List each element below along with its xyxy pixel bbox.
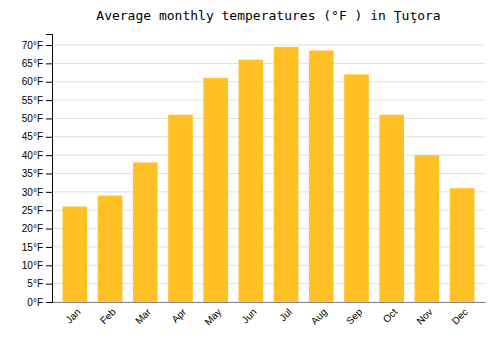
y-tick-label: 60°F — [22, 76, 43, 87]
plot-area: Jan Feb Mar Apr May Jun Jul Aug Sep Oct Nov Dec 0°F 5… — [22, 35, 486, 328]
title: Average monthly temperatures (°F ) in Ţu… — [96, 8, 440, 23]
y-tick-mark — [46, 100, 52, 101]
x-tick-label: Jul — [277, 306, 294, 323]
x-tick-label: Jan — [63, 306, 82, 325]
x-tick: Apr — [169, 302, 188, 325]
y-tick: 55°F — [22, 95, 52, 106]
bar — [239, 60, 264, 302]
x-tick-label: Feb — [98, 306, 118, 326]
x-tick: Sep — [344, 302, 365, 327]
x-tick: Aug — [309, 302, 329, 327]
y-tick: 5°F — [27, 278, 52, 289]
bar — [274, 47, 299, 302]
y-tick: 25°F — [22, 205, 52, 216]
x-tick-label: May — [202, 306, 223, 327]
y-tick-mark — [46, 137, 52, 138]
y-tick-label: 50°F — [22, 113, 43, 124]
grid-line — [52, 63, 485, 64]
bar — [203, 78, 228, 302]
y-tick-mark — [46, 63, 52, 64]
x-tick: Jun — [239, 302, 258, 325]
x-tick-label: Oct — [381, 306, 400, 325]
y-tick-label: 40°F — [22, 150, 43, 161]
x-tick: Nov — [414, 302, 434, 327]
y-tick-mark — [46, 210, 52, 211]
y-tick: 50°F — [22, 113, 52, 124]
x-tick-label: Dec — [450, 306, 470, 326]
x-tick: Oct — [381, 302, 400, 325]
y-tick: 0°F — [27, 297, 52, 308]
y-tick: 45°F — [22, 131, 52, 142]
y-tick-mark — [46, 118, 52, 119]
x-tick-label: Jun — [239, 306, 258, 325]
y-tick-label: 5°F — [27, 278, 43, 289]
y-tick-mark — [46, 174, 52, 175]
y-tick: 10°F — [22, 260, 52, 271]
y-tick: 20°F — [22, 223, 52, 234]
y-tick-label: 65°F — [22, 58, 43, 69]
y-tick-mark — [46, 302, 52, 303]
grid — [52, 45, 485, 302]
chart: Jan Feb Mar Apr May Jun Jul Aug Sep Oct Nov Dec 0°F 5… — [0, 0, 500, 350]
bars — [63, 47, 475, 302]
y-axis-line — [46, 35, 53, 303]
grid-line — [52, 45, 485, 46]
bar — [379, 115, 404, 302]
x-tick: Dec — [450, 302, 470, 327]
y-tick-label: 35°F — [22, 168, 43, 179]
bar — [168, 115, 193, 302]
bar — [309, 51, 334, 302]
bar — [415, 155, 440, 302]
x-tick: May — [202, 302, 223, 327]
y-tick-label: 25°F — [22, 205, 43, 216]
y-tick-label: 70°F — [22, 40, 43, 51]
y-tick-label: 0°F — [27, 297, 43, 308]
bar — [98, 196, 123, 302]
y-tick: 30°F — [22, 187, 52, 198]
grid-line — [52, 100, 485, 101]
y-tick-mark — [46, 155, 52, 156]
grid-line — [52, 136, 485, 137]
x-axis-line — [53, 302, 486, 303]
y-tick-mark — [46, 247, 52, 248]
bar — [63, 207, 88, 302]
y-tick: 60°F — [22, 76, 52, 87]
y-tick-mark — [46, 192, 52, 193]
y-tick: 35°F — [22, 168, 52, 179]
bar — [450, 188, 475, 302]
y-tick-mark — [46, 265, 52, 266]
x-axis: Jan Feb Mar Apr May Jun Jul Aug Sep Oct Nov Dec — [53, 302, 486, 327]
grid-line — [52, 81, 485, 82]
bar — [344, 74, 369, 302]
y-tick: 70°F — [22, 40, 52, 51]
y-tick: 15°F — [22, 242, 52, 253]
x-tick: Mar — [133, 302, 153, 326]
x-tick: Feb — [98, 302, 118, 326]
x-tick-label: Mar — [133, 306, 153, 326]
y-tick-label: 15°F — [22, 242, 43, 253]
y-tick-label: 10°F — [22, 260, 43, 271]
y-tick-mark — [46, 284, 52, 285]
y-tick: 40°F — [22, 150, 52, 161]
bar — [133, 162, 158, 302]
y-tick-label: 30°F — [22, 187, 43, 198]
x-tick-label: Nov — [414, 306, 434, 326]
x-tick-label: Sep — [344, 306, 365, 327]
y-tick-label: 55°F — [22, 95, 43, 106]
y-tick-label: 45°F — [22, 131, 43, 142]
x-tick-label: Aug — [309, 306, 329, 326]
x-tick: Jan — [63, 302, 82, 325]
grid-line — [52, 118, 485, 119]
y-axis: 0°F 5°F 10°F 15°F 20°F 25°F 30°F 35°F 40°F 45°F 50… — [22, 35, 53, 308]
x-tick-label: Apr — [169, 306, 188, 325]
y-tick: 65°F — [22, 58, 52, 69]
y-tick-mark — [46, 229, 52, 230]
y-tick-mark — [46, 82, 52, 83]
y-tick-label: 20°F — [22, 223, 43, 234]
x-tick: Jul — [277, 302, 294, 323]
y-tick-mark — [46, 45, 52, 46]
